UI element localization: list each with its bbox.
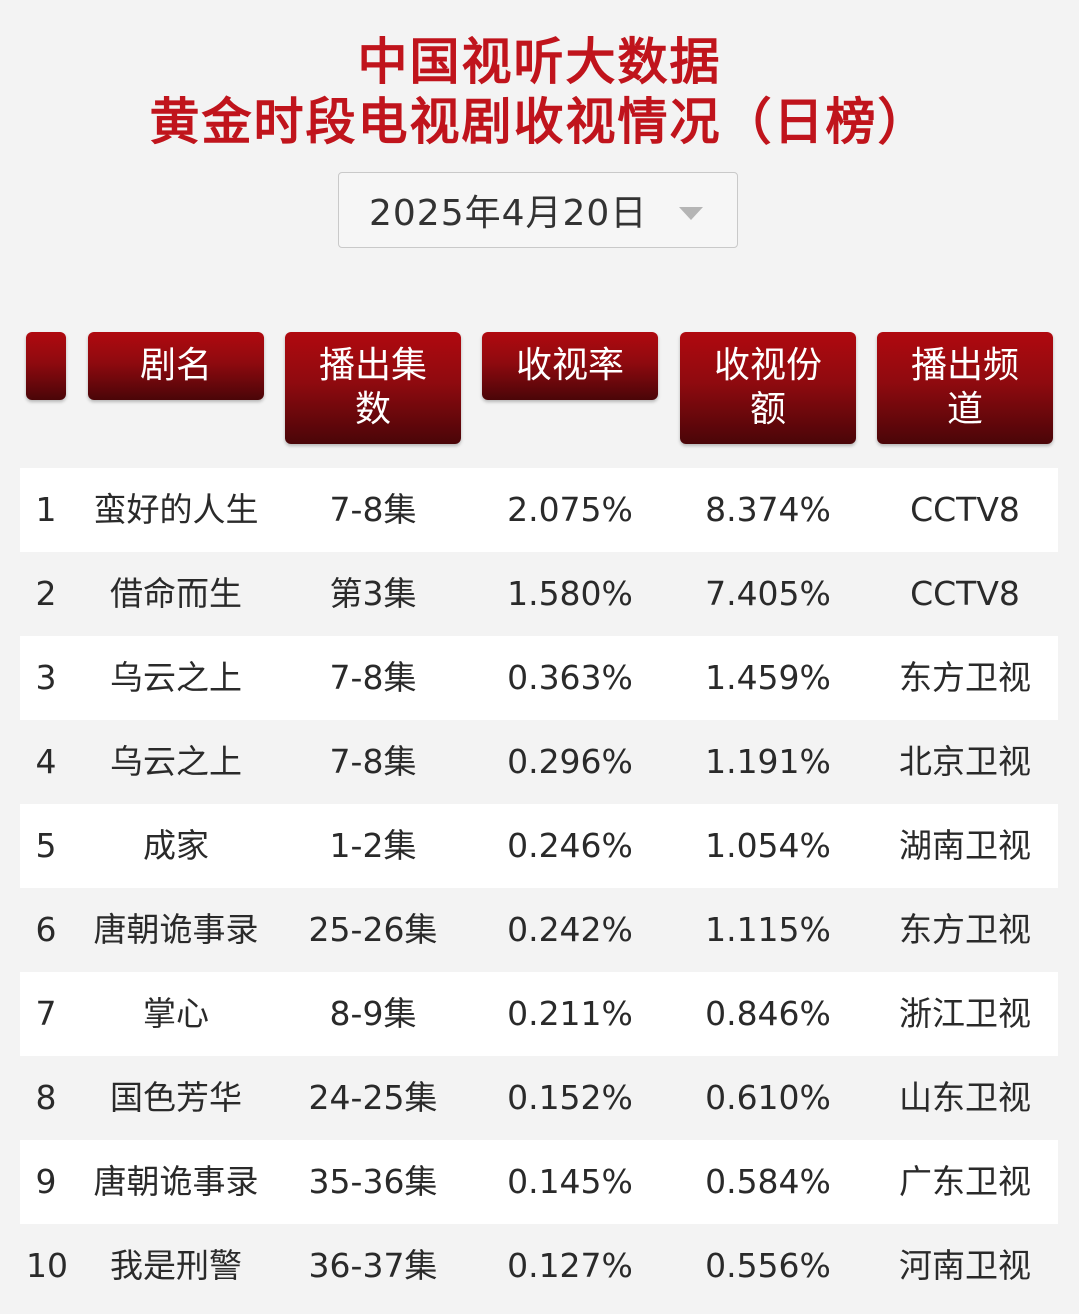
cell-rating: 0.363% bbox=[507, 658, 633, 697]
cell-name: 我是刑警 bbox=[110, 1246, 242, 1285]
cell-rank: 2 bbox=[35, 574, 57, 613]
cell-rating: 0.296% bbox=[507, 742, 633, 781]
table-row: 9 唐朝诡事录 35-36集 0.145% 0.584% 广东卫视 bbox=[20, 1140, 1058, 1224]
cell-rank: 3 bbox=[35, 658, 57, 697]
header-rating-label: 收视率 bbox=[515, 345, 624, 386]
cell-share: 0.556% bbox=[705, 1246, 831, 1285]
table-row: 6 唐朝诡事录 25-26集 0.242% 1.115% 东方卫视 bbox=[20, 888, 1058, 972]
cell-rank: 6 bbox=[35, 910, 57, 949]
cell-name: 乌云之上 bbox=[110, 658, 242, 697]
header-name: 剧名 bbox=[88, 332, 264, 400]
cell-rating: 0.211% bbox=[507, 994, 633, 1033]
cell-episodes: 24-25集 bbox=[308, 1078, 438, 1117]
cell-name: 乌云之上 bbox=[110, 742, 242, 781]
page-subtitle: 黄金时段电视剧收视情况（日榜） bbox=[149, 93, 930, 151]
cell-share: 1.115% bbox=[705, 910, 831, 949]
cell-rating: 0.242% bbox=[507, 910, 633, 949]
header-episodes-label-2: 数 bbox=[354, 389, 391, 430]
table-row: 5 成家 1-2集 0.246% 1.054% 湖南卫视 bbox=[20, 804, 1058, 888]
date-selector-value: 2025年4月20日 bbox=[369, 193, 648, 234]
cell-rank: 1 bbox=[35, 490, 57, 529]
cell-name: 蛮好的人生 bbox=[93, 490, 259, 529]
date-selector[interactable]: 2025年4月20日 bbox=[338, 172, 738, 248]
cell-rank: 5 bbox=[35, 826, 57, 865]
cell-episodes: 7-8集 bbox=[329, 490, 417, 529]
cell-name: 成家 bbox=[143, 826, 209, 865]
cell-episodes: 35-36集 bbox=[308, 1162, 438, 1201]
table-row: 10 我是刑警 36-37集 0.127% 0.556% 河南卫视 bbox=[20, 1224, 1058, 1308]
cell-share: 8.374% bbox=[705, 490, 831, 529]
table-row: 8 国色芳华 24-25集 0.152% 0.610% 山东卫视 bbox=[20, 1056, 1058, 1140]
cell-rating: 2.075% bbox=[507, 490, 633, 529]
table-row: 1 蛮好的人生 7-8集 2.075% 8.374% CCTV8 bbox=[20, 468, 1058, 552]
cell-channel: 广东卫视 bbox=[899, 1162, 1031, 1201]
header-channel-label-2: 道 bbox=[946, 389, 983, 430]
cell-rank: 8 bbox=[35, 1078, 57, 1117]
cell-channel: 东方卫视 bbox=[899, 658, 1031, 697]
cell-rating: 1.580% bbox=[507, 574, 633, 613]
header-channel-label-1: 播出频 bbox=[910, 345, 1019, 386]
cell-name: 借命而生 bbox=[110, 574, 242, 613]
cell-rank: 10 bbox=[26, 1246, 68, 1285]
cell-channel: 北京卫视 bbox=[899, 742, 1031, 781]
cell-episodes: 7-8集 bbox=[329, 742, 417, 781]
cell-episodes: 第3集 bbox=[329, 574, 417, 613]
table-row: 7 掌心 8-9集 0.211% 0.846% 浙江卫视 bbox=[20, 972, 1058, 1056]
cell-rating: 0.152% bbox=[507, 1078, 633, 1117]
cell-share: 0.584% bbox=[705, 1162, 831, 1201]
cell-episodes: 8-9集 bbox=[329, 994, 417, 1033]
cell-rank: 7 bbox=[35, 994, 57, 1033]
table-row: 2 借命而生 第3集 1.580% 7.405% CCTV8 bbox=[20, 552, 1058, 636]
page-title: 中国视听大数据 bbox=[357, 33, 722, 91]
cell-channel: CCTV8 bbox=[910, 490, 1020, 529]
cell-share: 0.846% bbox=[705, 994, 831, 1033]
cell-episodes: 25-26集 bbox=[308, 910, 438, 949]
table-row: 3 乌云之上 7-8集 0.363% 1.459% 东方卫视 bbox=[20, 636, 1058, 720]
header-channel: 播出频 道 bbox=[877, 332, 1053, 444]
header-share-label-1: 收视份 bbox=[713, 345, 822, 386]
header-share: 收视份 额 bbox=[680, 332, 856, 444]
header-rank bbox=[26, 332, 66, 400]
header-rating: 收视率 bbox=[482, 332, 658, 400]
cell-channel: 湖南卫视 bbox=[899, 826, 1031, 865]
cell-episodes: 36-37集 bbox=[308, 1246, 438, 1285]
header-name-label: 剧名 bbox=[139, 345, 212, 386]
cell-name: 唐朝诡事录 bbox=[93, 910, 259, 949]
table-row: 4 乌云之上 7-8集 0.296% 1.191% 北京卫视 bbox=[20, 720, 1058, 804]
cell-rank: 9 bbox=[35, 1162, 57, 1201]
cell-rating: 0.246% bbox=[507, 826, 633, 865]
cell-channel: 山东卫视 bbox=[899, 1078, 1031, 1117]
cell-rating: 0.127% bbox=[507, 1246, 633, 1285]
cell-channel: 浙江卫视 bbox=[899, 994, 1031, 1033]
cell-episodes: 7-8集 bbox=[329, 658, 417, 697]
header-episodes-label-1: 播出集 bbox=[318, 345, 427, 386]
cell-share: 1.054% bbox=[705, 826, 831, 865]
cell-share: 0.610% bbox=[705, 1078, 831, 1117]
cell-episodes: 1-2集 bbox=[329, 826, 417, 865]
cell-channel: 东方卫视 bbox=[899, 910, 1031, 949]
cell-name: 掌心 bbox=[143, 994, 209, 1033]
cell-share: 1.459% bbox=[705, 658, 831, 697]
cell-name: 唐朝诡事录 bbox=[93, 1162, 259, 1201]
cell-name: 国色芳华 bbox=[110, 1078, 242, 1117]
chevron-down-icon bbox=[679, 207, 703, 220]
cell-share: 7.405% bbox=[705, 574, 831, 613]
cell-share: 1.191% bbox=[705, 742, 831, 781]
cell-channel: CCTV8 bbox=[910, 574, 1020, 613]
header-share-label-2: 额 bbox=[749, 389, 786, 430]
header-episodes: 播出集 数 bbox=[285, 332, 461, 444]
cell-rating: 0.145% bbox=[507, 1162, 633, 1201]
cell-rank: 4 bbox=[35, 742, 57, 781]
cell-channel: 河南卫视 bbox=[899, 1246, 1031, 1285]
